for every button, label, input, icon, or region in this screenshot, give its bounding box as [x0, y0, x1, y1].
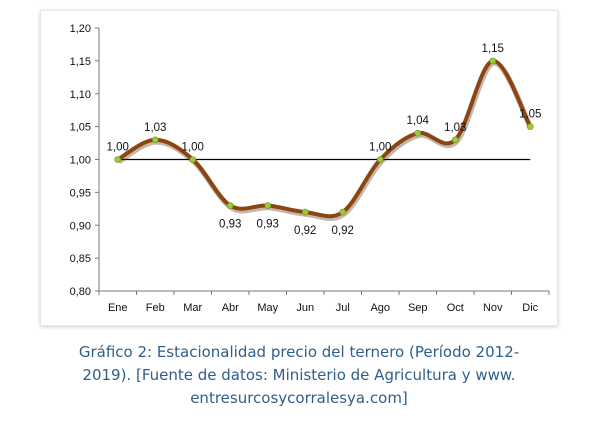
caption-line-3: entresurcosycorralesya.com]: [190, 389, 408, 407]
data-label: 0,92: [332, 225, 354, 237]
data-label: 0,93: [257, 219, 279, 231]
data-point: [151, 136, 159, 144]
data-point: [489, 57, 497, 65]
x-tick-label: Nov: [483, 302, 503, 314]
chart-container: 0,80 0,85 0,90 0,95 1,00 1,05 1,10 1,15 1,20 Ene F…: [40, 10, 558, 326]
chart-caption: Gráfico 2: Estacionalidad precio del ter…: [40, 341, 558, 410]
data-label: 1,00: [182, 142, 204, 154]
data-point: [189, 156, 197, 163]
data-point: [226, 202, 234, 209]
x-tick-label: Oct: [447, 302, 464, 314]
series-line: [115, 58, 533, 219]
data-label: 1,04: [407, 115, 430, 127]
y-tick-label: 1,00: [70, 155, 91, 167]
data-label: 0,93: [219, 219, 241, 231]
data-point: [301, 208, 309, 216]
y-tick-label: 1,05: [70, 122, 91, 134]
x-tick-label: Abr: [222, 302, 239, 314]
data-point: [264, 202, 272, 209]
caption-line-2: 2019). [Fuente de datos: Ministerio de A…: [82, 366, 516, 384]
x-tick-label: Mar: [183, 302, 202, 314]
x-tick-label: Jul: [336, 302, 350, 314]
data-point: [339, 208, 347, 216]
data-point: [376, 156, 384, 163]
data-point: [526, 123, 534, 130]
line-chart: 0,80 0,85 0,90 0,95 1,00 1,05 1,10 1,15 1,20 Ene F…: [70, 23, 550, 314]
data-point: [451, 136, 459, 144]
data-point: [414, 129, 422, 137]
data-label: 1,00: [107, 142, 129, 154]
y-tick-label: 0,95: [70, 187, 91, 199]
y-tick-label: 1,10: [70, 89, 91, 101]
data-label: 0,92: [294, 225, 316, 237]
data-point: [114, 156, 122, 163]
y-tick-label: 1,20: [70, 23, 91, 35]
data-label: 1,05: [519, 109, 541, 121]
x-tick-label: Dic: [522, 302, 538, 314]
x-tick-label: Ago: [370, 302, 390, 314]
data-label: 1,00: [369, 142, 391, 154]
y-tick-label: 0,80: [70, 286, 91, 298]
x-tick-label: Jun: [296, 302, 314, 314]
x-tick-label: Feb: [146, 302, 165, 314]
y-tick-label: 1,15: [70, 56, 91, 68]
y-tick-label: 0,90: [70, 220, 91, 232]
y-tick-label: 0,85: [70, 253, 91, 265]
x-tick-label: May: [257, 302, 278, 314]
data-label: 1,03: [144, 122, 166, 134]
data-label: 1,15: [482, 43, 504, 55]
x-tick-label: Sep: [408, 302, 428, 314]
caption-line-1: Gráfico 2: Estacionalidad precio del ter…: [78, 343, 520, 361]
data-label: 1,03: [444, 122, 466, 134]
x-tick-label: Ene: [108, 302, 128, 314]
